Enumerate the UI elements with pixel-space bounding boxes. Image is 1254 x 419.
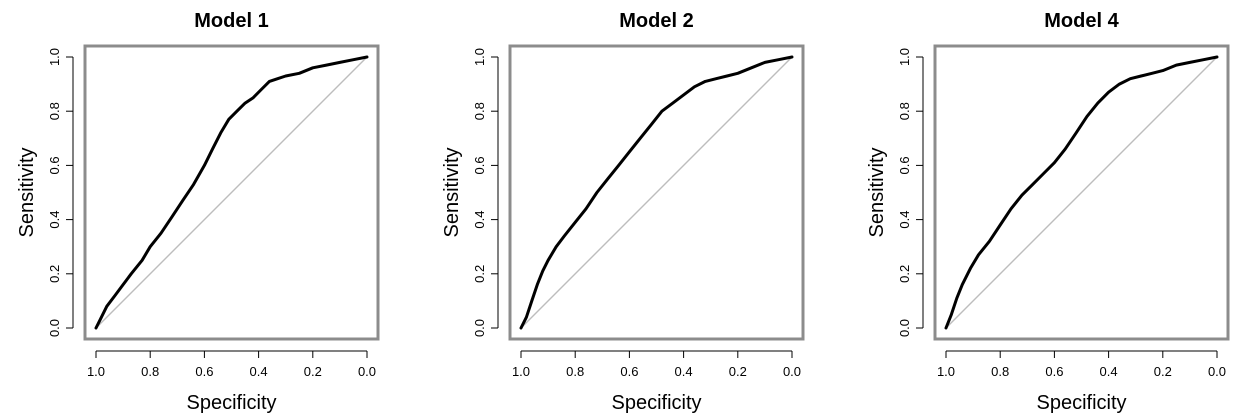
y-tick-label: 0.6 (897, 156, 912, 174)
reference-diagonal-line (945, 56, 1218, 329)
chart-title: Model 4 (1044, 10, 1119, 32)
x-tick-label: 0.6 (620, 364, 638, 379)
y-tick-label: 0.8 (472, 102, 487, 120)
y-axis-label: Sensitivity (866, 147, 888, 237)
x-tick-label: 0.6 (195, 364, 213, 379)
x-tick-label: 0.4 (1100, 364, 1118, 379)
x-tick-label: 1.0 (87, 364, 105, 379)
plot-frame (933, 44, 1230, 341)
panels-layer: Model 1 1.0 0.8 0.6 0.4 0.2 0.0 0.0 0.2 0.4 0.6 0.8… (16, 10, 1230, 414)
plot-frame (508, 44, 805, 341)
x-tick-label: 1.0 (512, 364, 530, 379)
x-tick-label: 0.2 (729, 364, 747, 379)
reference-diagonal-line (520, 56, 793, 329)
x-tick-label: 0.4 (250, 364, 268, 379)
y-tick-label: 0.2 (47, 265, 62, 283)
x-tick-label: 0.0 (358, 364, 376, 379)
roc-curve-line (944, 55, 1219, 330)
x-axis-label: Specificity (186, 392, 276, 414)
y-tick-label: 1.0 (472, 48, 487, 66)
y-tick-label: 0.4 (472, 211, 487, 229)
chart-title: Model 2 (619, 10, 693, 32)
x-tick-label: 0.0 (1208, 364, 1226, 379)
roc-curve-line (519, 55, 794, 330)
x-tick-label: 0.2 (304, 364, 322, 379)
y-axis-label: Sensitivity (16, 147, 38, 237)
y-tick-label: 0.6 (47, 156, 62, 174)
chart-title: Model 1 (194, 10, 268, 32)
y-tick-label: 0.6 (472, 156, 487, 174)
x-tick-label: 1.0 (937, 364, 955, 379)
x-tick-label: 0.6 (1045, 364, 1063, 379)
y-tick-label: 0.0 (472, 319, 487, 337)
y-tick-label: 1.0 (47, 48, 62, 66)
x-axis-label: Specificity (1036, 392, 1126, 414)
chart-panel-2: Model 2 1.0 0.8 0.6 0.4 0.2 0.0 0.0 0.2 0.4 0.6 0.8… (441, 10, 805, 414)
roc-curve-line (94, 55, 369, 330)
reference-diagonal-line (95, 56, 368, 329)
chart-panel-1: Model 1 1.0 0.8 0.6 0.4 0.2 0.0 0.0 0.2 0.4 0.6 0.8… (16, 10, 380, 414)
x-tick-label: 0.0 (783, 364, 801, 379)
x-tick-label: 0.8 (991, 364, 1009, 379)
x-tick-label: 0.4 (675, 364, 693, 379)
y-tick-label: 1.0 (897, 48, 912, 66)
y-tick-label: 0.8 (897, 102, 912, 120)
y-tick-label: 0.2 (897, 265, 912, 283)
chart-panel-3: Model 4 1.0 0.8 0.6 0.4 0.2 0.0 0.0 0.2 0.4 0.6 0.8… (866, 10, 1230, 414)
y-tick-label: 0.4 (47, 211, 62, 229)
y-tick-label: 0.0 (897, 319, 912, 337)
y-tick-label: 0.4 (897, 211, 912, 229)
plot-frame (83, 44, 380, 341)
x-axis-label: Specificity (611, 392, 701, 414)
y-tick-label: 0.2 (472, 265, 487, 283)
y-tick-label: 0.8 (47, 102, 62, 120)
x-tick-label: 0.8 (141, 364, 159, 379)
y-tick-label: 0.0 (47, 319, 62, 337)
x-tick-label: 0.2 (1154, 364, 1172, 379)
y-axis-label: Sensitivity (441, 147, 463, 237)
x-tick-label: 0.8 (566, 364, 584, 379)
